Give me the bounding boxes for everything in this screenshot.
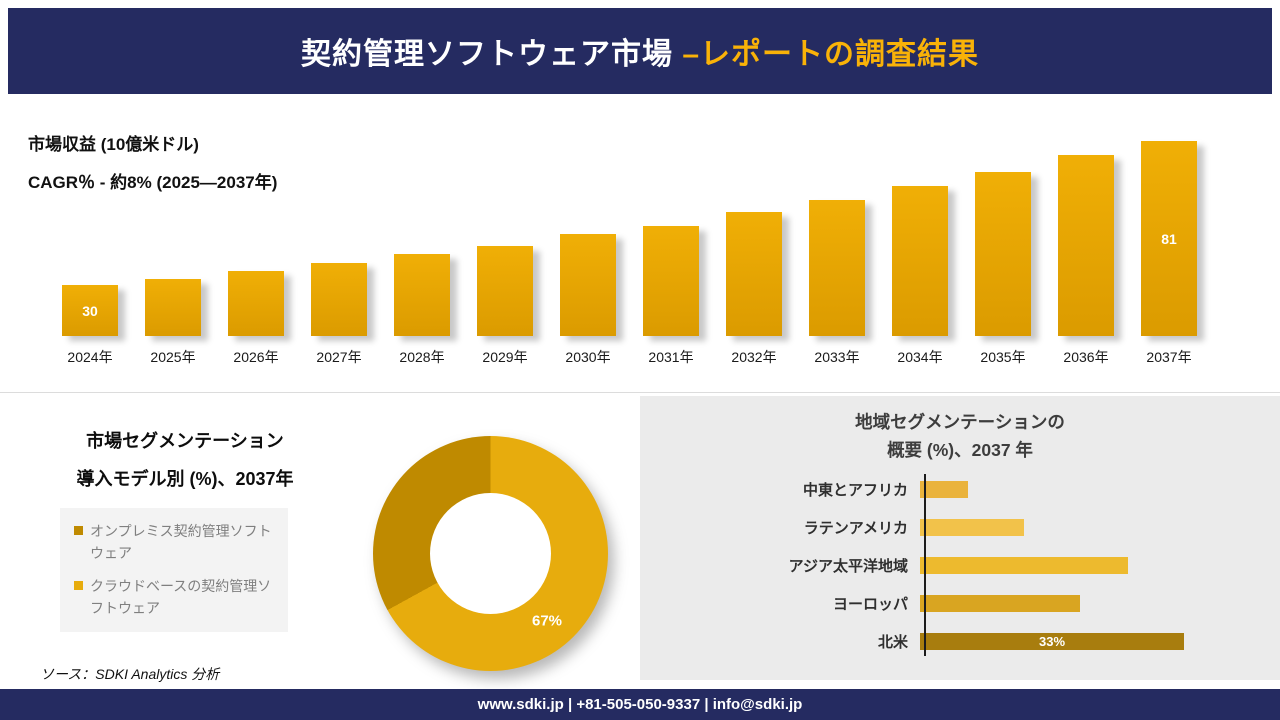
revenue-chart-section: 市場収益 (10億米ドル) CAGR％ - 約8% (2025―2037年) 3… [0, 96, 1280, 392]
region-title: 地域セグメンテーションの 概要 (%)、2037 年 [640, 408, 1280, 464]
revenue-bar-2035年: 2035年 [975, 172, 1031, 365]
bar-rect [560, 234, 616, 336]
x-axis-tick-label: 2032年 [731, 349, 777, 365]
x-axis-tick-label: 2029年 [482, 349, 528, 365]
region-bar-rect [920, 556, 1128, 574]
legend-item-0: オンプレミス契約管理ソフトウェア [74, 520, 274, 565]
region-bar-rect [920, 594, 1080, 612]
revenue-bar-2036年: 2036年 [1058, 155, 1114, 365]
x-axis-tick-label: 2034年 [897, 349, 943, 365]
region-category-label: アジア太平洋地域 [788, 557, 908, 575]
legend-swatch [74, 526, 83, 535]
region-bar-rect: 33% [920, 632, 1184, 650]
revenue-bar-2029年: 2029年 [477, 246, 533, 365]
region-row-ラテンアメリカ: ラテンアメリカ [640, 508, 1280, 546]
footer-contact: www.sdki.jp | +81-505-050-9337 | info@sd… [477, 696, 803, 713]
revenue-bar-2034年: 2034年 [892, 186, 948, 365]
page-title-main: 契約管理ソフトウェア市場 [300, 38, 683, 71]
region-bars-chart: 中東とアフリカ ラテンアメリカアジア太平洋地域ヨーロッパ北米 33% [640, 470, 1280, 660]
revenue-bar-2026年: 2026年 [228, 271, 284, 365]
source-note: ソース：SDKI Analytics 分析 [40, 666, 220, 682]
region-bar-rect [920, 480, 968, 498]
x-axis-tick-label: 2027年 [316, 349, 362, 365]
bar-rect [311, 263, 367, 336]
x-axis-tick-label: 2026年 [233, 349, 279, 365]
region-category-label: ヨーロッパ [832, 595, 908, 613]
bar-value-label: 81 [1161, 230, 1177, 247]
x-axis-tick-label: 2037年 [1146, 349, 1192, 365]
page-title-accent: –レポートの調査結果 [682, 38, 980, 71]
revenue-bar-2028年: 2028年 [394, 254, 450, 365]
region-category-label: 中東とアフリカ [802, 481, 908, 499]
bar-rect: 30 [62, 285, 118, 336]
region-title-line2: 概要 (%)、2037 年 [887, 440, 1033, 460]
revenue-bar-2030年: 2030年 [560, 234, 616, 365]
revenue-bar-2027年: 2027年 [311, 263, 367, 365]
region-row-中東とアフリカ: 中東とアフリカ [640, 470, 1280, 508]
x-axis-tick-label: 2024年 [67, 349, 113, 365]
section-divider [0, 392, 1280, 393]
x-axis-tick-label: 2033年 [814, 349, 860, 365]
x-axis-tick-label: 2030年 [565, 349, 611, 365]
region-bar-value-label: 33% [1038, 633, 1066, 649]
region-category-label: 北米 [877, 633, 908, 651]
region-row-アジア太平洋地域: アジア太平洋地域 [640, 546, 1280, 584]
deployment-donut-chart: 67% [373, 436, 608, 671]
bar-rect [726, 212, 782, 336]
region-row-ヨーロッパ: ヨーロッパ [640, 584, 1280, 622]
deployment-title: 市場セグメンテーション 導入モデル別 (%)、2037年 [10, 422, 360, 498]
region-row-北米: 北米 33% [640, 622, 1280, 660]
region-category-label: ラテンアメリカ [803, 519, 908, 537]
region-title-line1: 地域セグメンテーションの [855, 412, 1065, 432]
revenue-bar-2032年: 2032年 [726, 212, 782, 365]
bar-value-label: 30 [82, 302, 98, 319]
revenue-bar-2037年: 81 2037年 [1141, 141, 1197, 365]
x-axis-tick-label: 2036年 [1063, 349, 1109, 365]
revenue-bar-2033年: 2033年 [809, 200, 865, 365]
bar-rect [975, 172, 1031, 336]
bar-rect [477, 246, 533, 336]
legend-label: オンプレミス契約管理ソフトウェア [90, 523, 272, 562]
metric-label: 市場収益 (10億米ドル) [28, 135, 199, 154]
cagr-label: CAGR％ - 約8% (2025―2037年) [28, 173, 278, 192]
legend-item-1: クラウドベースの契約管理ソフトウェア [74, 575, 274, 620]
x-axis-tick-label: 2028年 [399, 349, 445, 365]
deployment-title-line1: 市場セグメンテーション [86, 431, 284, 451]
header-banner: 契約管理ソフトウェア市場 –レポートの調査結果 [8, 8, 1272, 94]
footer-bar: www.sdki.jp | +81-505-050-9337 | info@sd… [0, 689, 1280, 720]
x-axis-tick-label: 2031年 [648, 349, 694, 365]
page-title: 契約管理ソフトウェア市場 –レポートの調査結果 [301, 29, 979, 73]
bar-rect [643, 226, 699, 336]
legend-label: クラウドベースの契約管理ソフトウェア [90, 577, 272, 617]
deployment-section: 市場セグメンテーション 導入モデル別 (%)、2037年 オンプレミス契約管理ソ… [0, 396, 640, 680]
revenue-bar-2025年: 2025年 [145, 279, 201, 365]
bar-rect [809, 200, 865, 336]
donut-value-label: 67% [531, 612, 563, 630]
bar-rect [394, 254, 450, 336]
bar-rect [892, 186, 948, 336]
x-axis-tick-label: 2025年 [150, 349, 196, 365]
region-section: 地域セグメンテーションの 概要 (%)、2037 年 中東とアフリカ ラテンアメリ… [640, 396, 1280, 680]
deployment-title-line2: 導入モデル別 (%)、2037年 [76, 469, 294, 489]
bar-rect: 81 [1141, 141, 1197, 336]
bar-rect [1058, 155, 1114, 336]
deployment-legend: オンプレミス契約管理ソフトウェア クラウドベースの契約管理ソフトウェア [60, 508, 288, 632]
bar-rect [228, 271, 284, 336]
donut-hole [430, 493, 551, 614]
legend-swatch [74, 580, 83, 590]
revenue-bar-2024年: 30 2024年 [62, 285, 118, 365]
region-bar-rect [920, 518, 1024, 536]
x-axis-tick-label: 2035年 [980, 349, 1026, 365]
revenue-bar-2031年: 2031年 [643, 226, 699, 365]
bar-rect [145, 279, 201, 336]
revenue-bars: 30 2024年 2025年 2026年 2027年 2028年 2029年 2030年 203… [62, 141, 1197, 365]
